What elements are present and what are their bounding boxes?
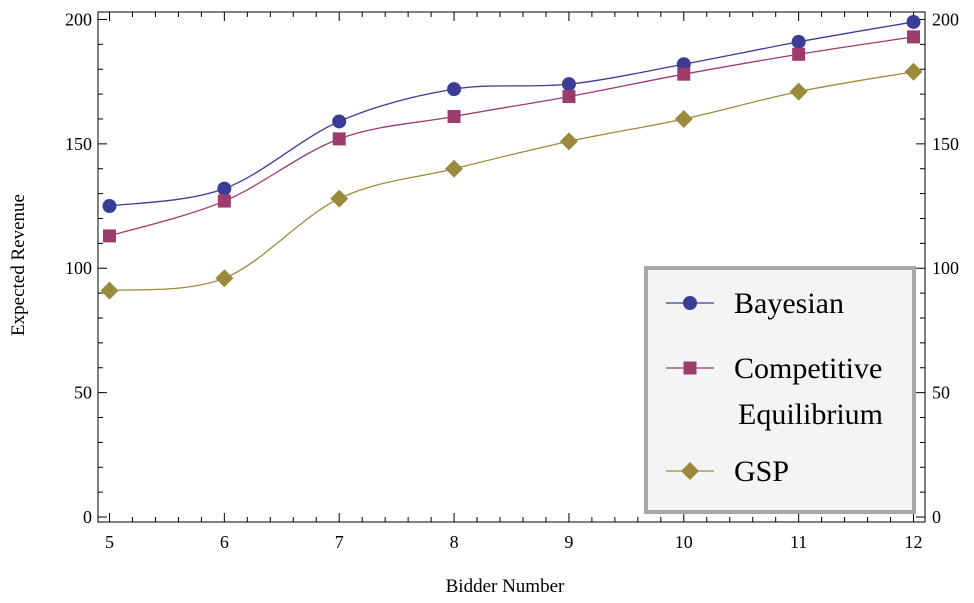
axes: 5 6 7 8 9 10 11 12 0 0 50 50 100 100 150 150 200 200 [65,9,959,552]
y-tick-label-right: 150 [932,134,959,154]
y-tick-label: 100 [65,258,92,278]
series-bayesian [102,14,921,214]
y-tick-label: 200 [65,9,92,29]
series-line-gsp [109,71,914,292]
series-layer [100,14,923,300]
data-point-gsp [215,269,234,288]
data-point-bayesian [561,77,576,92]
data-point-gsp [559,132,578,151]
x-tick-label: 8 [450,532,459,552]
data-point-bayesian [217,181,232,196]
data-point-competitive-equilibrium [792,47,806,61]
x-axis-label: Bidder Number [446,576,565,597]
legend-label-competitive-equilibrium: Equilibrium [738,398,883,431]
y-axis-label: Expected Revenue [8,194,29,336]
y-tick-label-right: 100 [932,258,959,278]
data-point-competitive-equilibrium [217,194,231,208]
data-point-bayesian [791,34,806,49]
series-competitive-equilibrium [102,30,921,243]
legend-marker-competitive-equilibrium [683,361,697,375]
data-point-gsp [445,159,464,178]
plot-frame [97,11,926,523]
series-line-bayesian [109,21,914,207]
data-point-gsp [100,281,119,300]
data-point-bayesian [332,114,347,129]
y-tick-label-right: 200 [932,9,959,29]
data-point-bayesian [447,82,462,97]
data-point-competitive-equilibrium [677,67,691,81]
x-tick-label: 5 [105,532,114,552]
x-tick-label: 12 [905,532,923,552]
x-tick-label: 6 [220,532,229,552]
data-point-competitive-equilibrium [332,132,346,146]
legend-label-competitive-equilibrium: Competitive [734,352,882,385]
legend-marker-gsp [681,462,699,480]
data-point-gsp [330,189,349,208]
legend: Bayesian Competitive Equilibrium GSP [644,266,916,514]
y-tick-label-right: 50 [932,383,950,403]
data-point-gsp [789,82,808,101]
legend-marker-bayesian [683,296,697,310]
legend-label-gsp: GSP [734,455,789,488]
legend-label-bayesian: Bayesian [734,287,844,320]
data-point-competitive-equilibrium [562,90,576,104]
x-tick-label: 7 [335,532,344,552]
y-tick-label: 50 [74,383,92,403]
data-point-gsp [674,109,693,128]
x-tick-label: 10 [675,532,693,552]
x-tick-label: 11 [790,532,807,552]
y-tick-label: 0 [83,507,92,527]
data-point-competitive-equilibrium [102,229,116,243]
series-line-competitive-equilibrium [109,36,914,237]
data-point-bayesian [906,14,921,29]
y-tick-label-right: 0 [932,507,941,527]
data-point-competitive-equilibrium [907,30,921,44]
data-point-competitive-equilibrium [447,109,461,123]
x-tick-label: 9 [564,532,573,552]
series-gsp [100,62,923,300]
data-point-bayesian [102,199,117,214]
data-point-gsp [904,62,923,81]
y-tick-label: 150 [65,134,92,154]
